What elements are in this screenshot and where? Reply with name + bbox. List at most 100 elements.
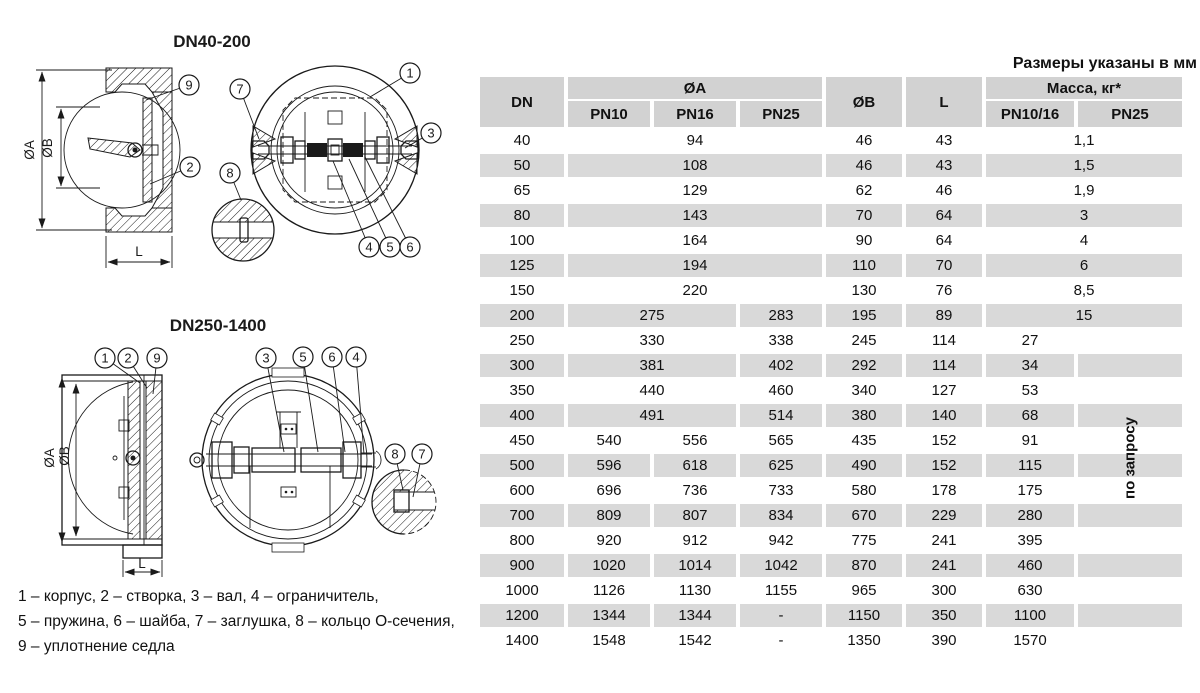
table-cell: -	[740, 604, 822, 627]
table-cell: 580	[851, 482, 877, 499]
table-cell	[1078, 604, 1182, 627]
svg-text:7: 7	[418, 447, 425, 462]
table-row: 350 440 460 340 127 53	[480, 379, 1182, 402]
table-cell: 245	[851, 332, 877, 349]
table-cell	[1078, 404, 1182, 427]
table-cell: 194	[568, 254, 822, 277]
table-cell: 1150	[826, 604, 902, 627]
svg-text:8: 8	[391, 447, 398, 462]
table-row: 1400 1548 1542 - 1350 390 1570	[480, 629, 1182, 652]
cell-dn: 80	[480, 204, 564, 227]
drawing2-title: DN250-1400	[170, 316, 266, 335]
svg-text:8: 8	[226, 166, 233, 181]
table-cell: 340	[851, 382, 877, 399]
svg-text:5: 5	[299, 350, 306, 365]
table-cell: 46	[935, 182, 953, 199]
table-cell: -	[778, 632, 784, 649]
table-cell: 1542	[678, 632, 712, 649]
table-cell: 64	[935, 232, 953, 249]
table-row: 700 809 807 834 670 229 280	[480, 504, 1182, 527]
table-cell: 127	[931, 382, 957, 399]
table-cell: 229	[906, 504, 982, 527]
table-cell: 390	[931, 632, 957, 649]
cell-dn: 50	[480, 154, 564, 177]
cell-dn: 350	[509, 382, 535, 399]
cell-dn: 1400	[505, 632, 539, 649]
svg-text:4: 4	[365, 240, 372, 255]
cell-dn: 150	[509, 282, 535, 299]
col-header-pn10: PN10	[568, 101, 650, 127]
cell-dn: 800	[509, 532, 535, 549]
table-cell: 1126	[592, 582, 626, 599]
col-header-pn16: PN16	[654, 101, 736, 127]
dim-label-l: L	[135, 244, 143, 259]
cell-dn: 250	[509, 332, 535, 349]
svg-text:9: 9	[185, 78, 192, 93]
table-cell	[1078, 329, 1182, 352]
table-cell: 129	[682, 182, 708, 199]
legend-line: 1 – корпус, 2 – створка, 3 – вал, 4 – ог…	[18, 588, 379, 605]
table-cell: 175	[1017, 482, 1043, 499]
table-cell: 696	[596, 482, 622, 499]
balloon-9: 9	[146, 347, 168, 369]
dim-label-ob: ØB	[57, 446, 72, 466]
col-header-mass-pn25: PN25	[1078, 101, 1182, 127]
table-cell: 460	[768, 382, 794, 399]
drawing-dn250-1400: DN250-1400 ØA ØB L	[42, 316, 437, 577]
balloon-6: 6	[399, 236, 421, 258]
balloon-4: 4	[345, 346, 367, 368]
cell-dn: 700	[480, 504, 564, 527]
table-cell	[1078, 554, 1182, 577]
table-cell: 70	[906, 254, 982, 277]
dim-label-oa: ØA	[42, 448, 57, 468]
balloon-7: 7	[229, 78, 251, 100]
table-row: 65 129 62 46 1,9	[480, 179, 1182, 202]
col-header-l: L	[906, 77, 982, 127]
disc-profile-circle	[63, 91, 181, 209]
svg-text:6: 6	[406, 240, 413, 255]
table-cell: 556	[682, 432, 708, 449]
cell-dn: 40	[513, 132, 531, 149]
table-cell: 920	[596, 532, 622, 549]
table-cell: 733	[768, 482, 794, 499]
table-cell: 114	[906, 354, 982, 377]
table-row: 900 1020 1014 1042 870 241 460	[480, 554, 1182, 577]
svg-text:3: 3	[262, 351, 269, 366]
table-cell: 178	[931, 482, 957, 499]
cell-dn: 500	[480, 454, 564, 477]
table-cell: 68	[986, 404, 1074, 427]
table-cell: 43	[906, 154, 982, 177]
plug-detail-view	[372, 470, 436, 534]
units-note: Размеры указаны в мм	[1012, 55, 1197, 72]
table-cell	[1078, 529, 1182, 552]
cell-dn: 1000	[505, 582, 539, 599]
balloon-3: 3	[420, 122, 442, 144]
table-cell: 1344	[654, 604, 736, 627]
table-cell: 1020	[568, 554, 650, 577]
table-cell: 70	[826, 204, 902, 227]
table-cell: 4	[1079, 232, 1089, 249]
table-cell: 381	[568, 354, 736, 377]
table-cell: 64	[906, 204, 982, 227]
table-cell: 490	[826, 454, 902, 477]
table-cell: 540	[596, 432, 622, 449]
table-row: 150 220 130 76 8,5	[480, 279, 1182, 302]
table-row: 500 596 618 625 490 152 115	[480, 454, 1182, 477]
table-cell	[1078, 354, 1182, 377]
cell-dn: 1200	[480, 604, 564, 627]
parts-legend: 1 – корпус, 2 – створка, 3 – вал, 4 – ог…	[18, 584, 455, 659]
table-cell: 275	[568, 304, 736, 327]
table-cell: 395	[1017, 532, 1043, 549]
table-cell: 34	[986, 354, 1074, 377]
table-cell: 942	[768, 532, 794, 549]
table-cell: 76	[935, 282, 953, 299]
legend-line: 5 – пружина, 6 – шайба, 7 – заглушка, 8 …	[18, 613, 455, 630]
dim-label-l: L	[138, 556, 146, 571]
cell-dn: 400	[480, 404, 564, 427]
table-cell: 3	[986, 204, 1182, 227]
cell-dn: 200	[480, 304, 564, 327]
table-cell: 15	[986, 304, 1182, 327]
table-row: 600 696 736 733 580 178 175	[480, 479, 1182, 502]
table-cell: 108	[568, 154, 822, 177]
